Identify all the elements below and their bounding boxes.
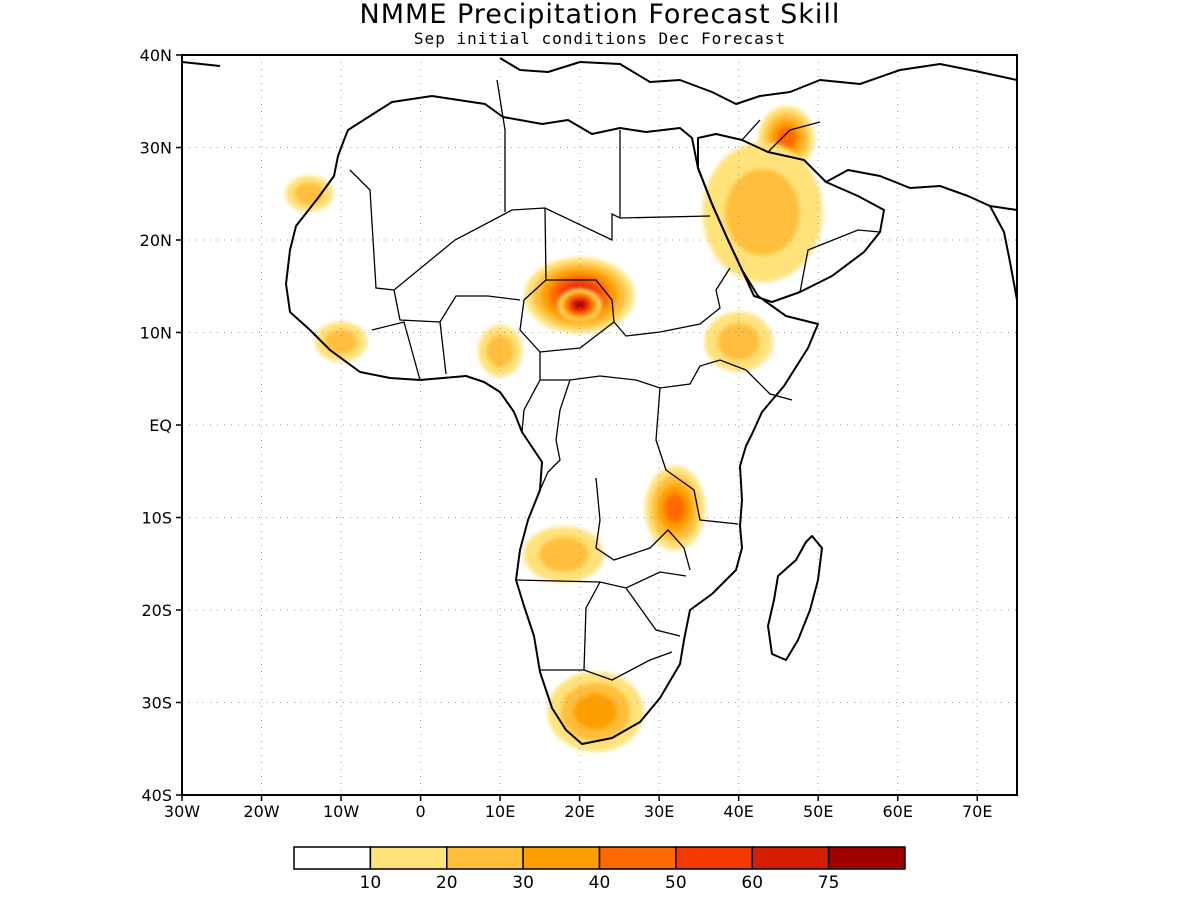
skill-region-south-africa — [574, 693, 617, 730]
lon-tick-label: 10E — [485, 802, 515, 821]
coastlines — [182, 57, 1017, 745]
lon-tick-label: 20E — [564, 802, 594, 821]
madagascar-coastline — [767, 535, 823, 661]
iran-coastline — [825, 169, 1017, 211]
skill-region-chad-core — [574, 301, 585, 309]
colorbar-label: 20 — [436, 873, 458, 893]
europe-coastline — [182, 57, 1017, 105]
lat-tick-label: 40S — [141, 786, 172, 805]
colorbar-swatch — [598, 846, 677, 870]
india-coastline — [989, 205, 1017, 301]
map-gridlines — [182, 55, 1017, 795]
colorbar-label: 30 — [512, 873, 534, 893]
skill-region-iraq — [776, 127, 797, 150]
lat-tick-label: 40N — [140, 46, 172, 65]
skill-region-nigeria — [486, 335, 514, 367]
colorbar-swatch — [446, 846, 524, 870]
lat-tick-label: 10S — [141, 509, 172, 528]
colorbar-legend: 10 20 30 40 50 60 75 — [293, 846, 906, 893]
colorbar-label: 10 — [360, 873, 382, 893]
chart-subtitle: Sep initial conditions Dec Forecast — [414, 29, 786, 48]
map-panel — [182, 55, 1017, 795]
colorbar-label: 50 — [665, 873, 687, 893]
colorbar-swatch — [293, 846, 372, 870]
skill-region-saudi-arabia — [725, 169, 800, 256]
lon-tick-label: 70E — [962, 802, 992, 821]
lon-tick-label: 10W — [323, 802, 359, 821]
skill-region-western-sahara — [294, 182, 325, 205]
lon-tick-label: 0 — [415, 802, 425, 821]
country-borders — [349, 79, 881, 681]
skill-region-sierra-leone — [325, 329, 358, 355]
skill-region-angola — [539, 537, 589, 572]
latitude-axis: 40N 30N 20N 10N EQ 10S 20S 30S 40S — [140, 46, 182, 805]
lat-tick-label: 30N — [140, 139, 172, 158]
lat-tick-label: 20N — [140, 231, 172, 250]
lat-tick-label: 30S — [141, 694, 172, 713]
colorbar-label: 40 — [589, 873, 611, 893]
colorbar-swatch — [522, 846, 601, 870]
lon-tick-label: 50E — [803, 802, 833, 821]
colorbar-label: 75 — [818, 873, 840, 893]
skill-region-malawi-tanzania — [664, 493, 686, 523]
colorbar-swatch — [751, 846, 830, 870]
chart-title: NMME Precipitation Forecast Skill — [360, 0, 841, 30]
colorbar-label: 60 — [741, 873, 763, 893]
africa-coastline — [285, 95, 819, 745]
lon-tick-label: 30E — [644, 802, 674, 821]
lon-tick-label: 40E — [723, 802, 753, 821]
longitude-axis: 30W 20W 10W 0 10E 20E 30E 40E 50E 60E 70E — [164, 795, 992, 821]
colorbar-swatch — [369, 846, 448, 870]
colorbar-swatch — [675, 846, 753, 870]
lon-tick-label: 30W — [164, 802, 200, 821]
lat-tick-label: 20S — [141, 601, 172, 620]
lat-tick-label: 10N — [140, 324, 172, 343]
lon-tick-label: 20W — [243, 802, 279, 821]
lon-tick-label: 60E — [882, 802, 912, 821]
lat-tick-label: EQ — [149, 416, 172, 435]
colorbar-swatch — [827, 846, 906, 870]
